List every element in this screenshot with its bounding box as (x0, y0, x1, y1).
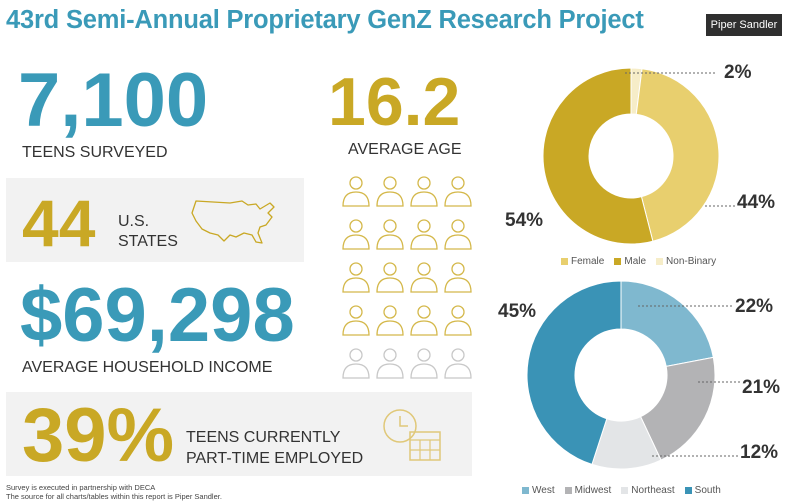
person-icon (376, 176, 404, 207)
person-icon (376, 305, 404, 336)
legend-item-male: Male (614, 256, 646, 267)
gender-slice-female (635, 68, 720, 242)
person-icon (410, 348, 438, 379)
gender-legend: Female Male Non-Binary (561, 256, 716, 267)
person-icon (342, 262, 370, 293)
legend-item-west: West (522, 485, 555, 496)
legend-item-midwest: Midwest (564, 485, 611, 496)
south-pct-label: 45% (498, 301, 537, 322)
states-label-line2: STATES (118, 233, 178, 250)
people-grid (340, 170, 480, 380)
region-slice-south (526, 280, 622, 466)
legend-item-female: Female (561, 256, 604, 267)
west-pct-label: 22% (735, 296, 774, 317)
states-box (6, 178, 304, 262)
brand-badge: Piper Sandler (706, 14, 782, 36)
employed-value: 39% (22, 393, 175, 478)
teens-surveyed-label: TEENS SURVEYED (22, 144, 168, 161)
legend-item-nonbinary: Non-Binary (656, 256, 716, 267)
person-icon (376, 348, 404, 379)
person-icon (410, 305, 438, 336)
nonbinary-pct-label: 2% (724, 62, 752, 83)
female-pct-label: 44% (737, 192, 776, 213)
person-icon (444, 305, 472, 336)
gender-slice-male (542, 67, 654, 245)
footer-note-2: The source for all charts/tables within … (6, 492, 222, 501)
northeast-pct-label: 12% (740, 442, 779, 463)
person-icon (444, 219, 472, 250)
region-donut-chart (526, 280, 740, 470)
person-icon (444, 262, 472, 293)
states-label-line1: U.S. (118, 213, 150, 230)
age-value: 16.2 (328, 64, 461, 140)
person-icon (444, 348, 472, 379)
teens-surveyed-value: 7,100 (18, 58, 209, 143)
person-icon (342, 176, 370, 207)
employed-label-line1: TEENS CURRENTLY (186, 429, 341, 446)
person-icon (376, 262, 404, 293)
person-icon (410, 262, 438, 293)
states-value: 44 (22, 186, 96, 260)
person-icon (444, 176, 472, 207)
footer-note-1: Survey is executed in partnership with D… (6, 483, 156, 492)
person-icon (342, 219, 370, 250)
employed-box (6, 392, 472, 476)
legend-item-south: South (684, 485, 721, 496)
person-icon (410, 219, 438, 250)
male-pct-label: 54% (505, 210, 544, 231)
gender-donut-chart (542, 67, 736, 245)
page-title: 43rd Semi-Annual Proprietary GenZ Resear… (6, 6, 644, 34)
midwest-pct-label: 21% (742, 377, 781, 398)
clock-calendar-icon (383, 409, 441, 461)
person-icon (342, 348, 370, 379)
legend-item-northeast: Northeast (621, 485, 675, 496)
person-icon (410, 176, 438, 207)
employed-label-line2: PART-TIME EMPLOYED (186, 450, 364, 467)
income-label: AVERAGE HOUSEHOLD INCOME (22, 359, 273, 376)
region-slice-midwest (639, 356, 716, 461)
person-icon (376, 219, 404, 250)
us-map-icon (191, 200, 275, 244)
region-legend: West Midwest Northeast South (522, 485, 721, 496)
person-icon (342, 305, 370, 336)
income-value: $69,298 (20, 273, 295, 358)
age-label: AVERAGE AGE (348, 141, 462, 158)
region-slice-west (620, 280, 714, 367)
